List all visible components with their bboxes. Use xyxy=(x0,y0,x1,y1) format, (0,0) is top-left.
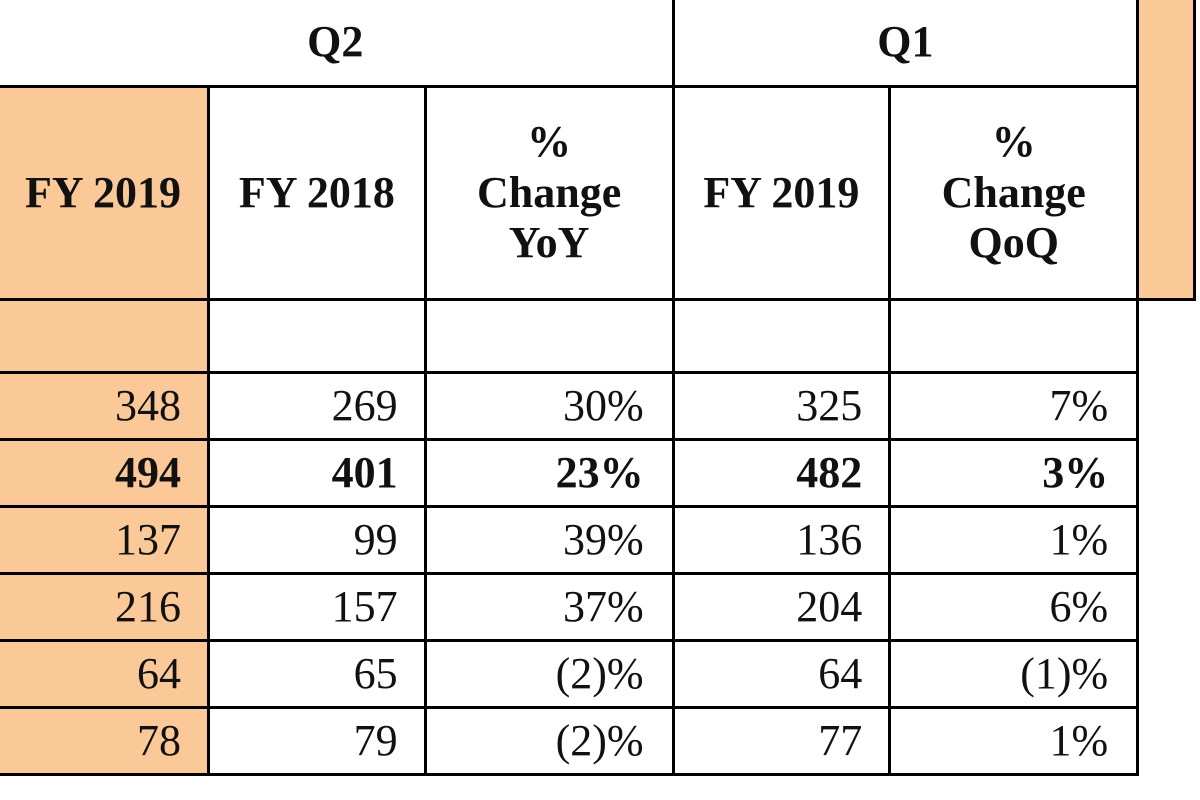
financial-table: Q2 Q1 FY 2019 FY 2018 % Change YoY FY 20… xyxy=(0,0,1196,776)
table-cell: 78 xyxy=(0,706,210,776)
quarter-header-row: Q2 Q1 xyxy=(0,0,1196,301)
col-header-line: QoQ xyxy=(968,218,1059,268)
table-row: 64 65 (2)% 64 (1)% xyxy=(0,639,1195,709)
table-cell: 37% xyxy=(423,572,675,642)
col-header-q2-fy2019: FY 2019 xyxy=(0,85,210,301)
table-cell: 65 xyxy=(207,639,427,709)
table-cell: 3% xyxy=(888,438,1140,508)
table-cell: (2)% xyxy=(423,706,675,776)
table-cell: 7% xyxy=(888,371,1140,441)
table-cell: 6% xyxy=(888,572,1140,642)
table-cell: (2)% xyxy=(423,639,675,709)
table-cell: 157 xyxy=(207,572,427,642)
col-header-line: Change xyxy=(477,167,622,217)
empty-cell xyxy=(0,298,210,374)
table-cell: 39% xyxy=(423,505,675,575)
col-header-line: Change xyxy=(941,167,1086,217)
table-cell: 401 xyxy=(207,438,427,508)
table-cell: 64 xyxy=(671,639,892,709)
table-cell: 216 xyxy=(0,572,210,642)
empty-cell xyxy=(888,298,1140,374)
table-row: 348 269 30% 325 7% xyxy=(0,371,1195,441)
table-cell: 494 xyxy=(0,438,210,508)
empty-cell xyxy=(207,298,427,374)
col-header-line: % xyxy=(527,117,572,167)
col-header-line: % xyxy=(991,117,1036,167)
table-cell: 204 xyxy=(671,572,892,642)
quarter-header-q2: Q2 xyxy=(0,0,675,88)
quarter-header-q1: Q1 xyxy=(671,0,1140,88)
table-cell: 1% xyxy=(888,505,1140,575)
col-header-line: FY 2019 xyxy=(24,167,182,217)
col-header-q2-fy2018: FY 2018 xyxy=(207,85,427,301)
col-header-line: FY 2018 xyxy=(238,167,395,217)
spacer-row xyxy=(0,298,1195,374)
column-header-row: FY 2019 FY 2018 % Change YoY FY 2019 % C… xyxy=(0,85,1195,301)
table-cell: 64 xyxy=(0,639,210,709)
col-header-change-yoy: % Change YoY xyxy=(423,85,675,301)
table-cell: 482 xyxy=(671,438,892,508)
table-row-total: 494 401 23% 482 3% xyxy=(0,438,1195,508)
table-cell: 23% xyxy=(423,438,675,508)
table-row: 216 157 37% 204 6% xyxy=(0,572,1195,642)
table-cell: 99 xyxy=(207,505,427,575)
table-cell: 136 xyxy=(671,505,892,575)
table-cell: (1)% xyxy=(888,639,1140,709)
table-cell: 269 xyxy=(207,371,427,441)
empty-cell xyxy=(671,298,892,374)
table-cell: 1% xyxy=(888,706,1140,776)
table-row: 137 99 39% 136 1% xyxy=(0,505,1195,575)
col-header-change-qoq: % Change QoQ xyxy=(888,85,1140,301)
table-cell: 79 xyxy=(207,706,427,776)
table-row: 78 79 (2)% 77 1% xyxy=(0,706,1195,776)
empty-cell xyxy=(423,298,675,374)
col-header-line: FY 2019 xyxy=(703,167,860,217)
table-cell: 77 xyxy=(671,706,892,776)
col-header-line: YoY xyxy=(508,218,590,268)
table-cell: 30% xyxy=(423,371,675,441)
next-column-edge xyxy=(1136,0,1196,301)
table-cell: 348 xyxy=(0,371,210,441)
table-cell: 325 xyxy=(671,371,892,441)
table-cell: 137 xyxy=(0,505,210,575)
col-header-q1-fy2019: FY 2019 xyxy=(671,85,892,301)
